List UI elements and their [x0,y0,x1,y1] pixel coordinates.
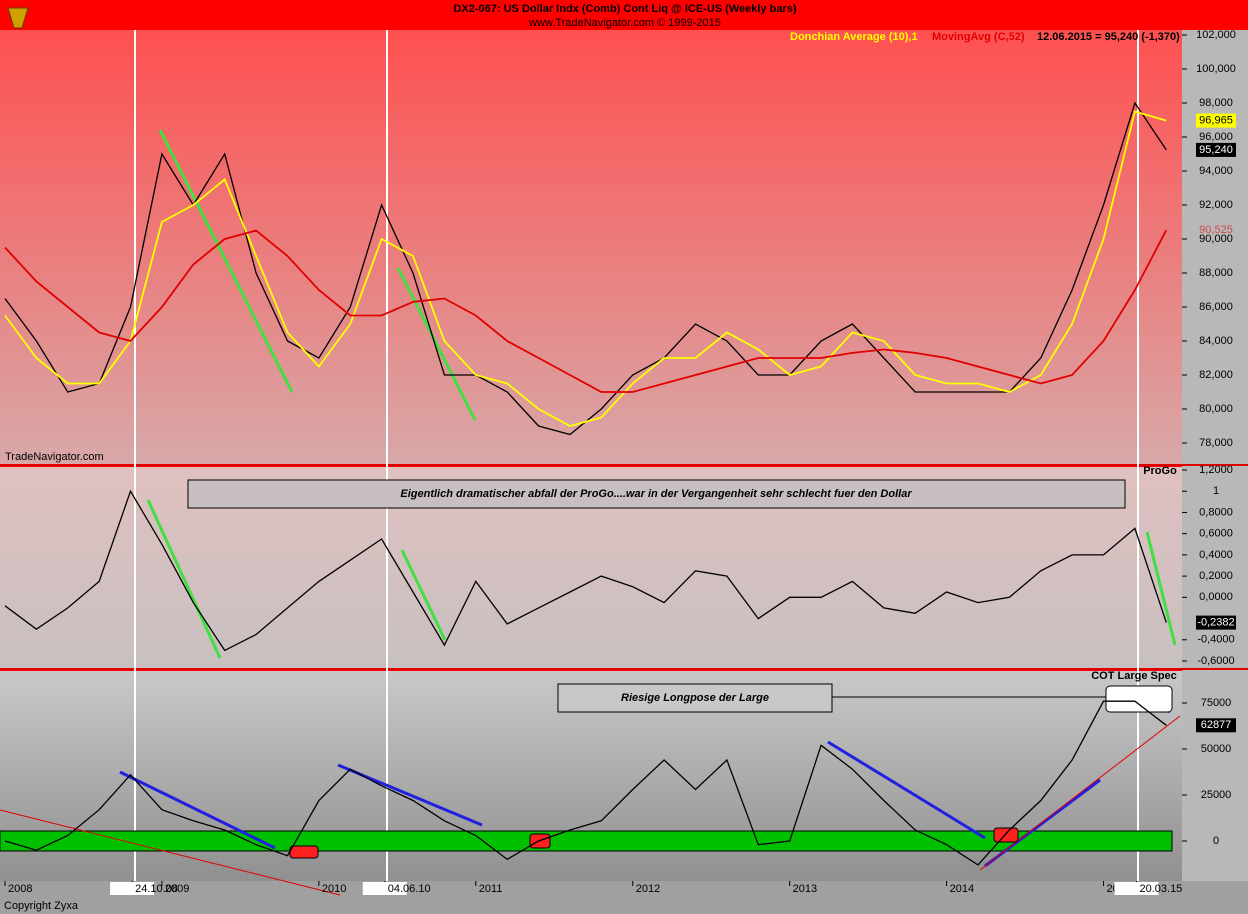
panel-title: COT Large Spec [1091,670,1177,682]
last-value-box [1196,718,1236,733]
y-tick-label: 25000 [1201,789,1232,801]
y-tick-label: 96,000 [1199,131,1233,143]
y-tick-label: 78,000 [1199,437,1233,449]
x-tick-highlight [1114,882,1159,895]
series-line [4,229,1168,393]
y-tick-label: 80,000 [1199,403,1233,415]
y-tick-label: 1,2000 [1199,464,1233,476]
y-tick-label: 88,000 [1199,267,1233,279]
y-tick-label: 90,000 [1199,233,1233,245]
y-tick-label: 86,000 [1199,301,1233,313]
y-tick-label: 98,000 [1199,97,1233,109]
chart-subtitle: www.TradeNavigator.com © 1999-2015 [528,17,721,29]
event-lines [134,30,1139,881]
x-tick-label: 2014 [950,883,974,895]
x-tick-label: 2009 [165,883,189,895]
last-value-box [1196,113,1236,128]
highlight-box [1105,685,1173,713]
y-tick-label: 92,000 [1199,199,1233,211]
legend-entry: MovingAvg (C,52) [932,31,1025,43]
annotation: Riesige Longpose der Large [621,692,769,704]
series-line [4,110,1167,427]
y-tick-label: 0,6000 [1199,528,1233,540]
annotation-box [557,683,833,713]
last-value-label: 62877 [1201,719,1232,731]
last-value-box [1196,615,1236,630]
axis-area [1182,30,1248,881]
y-tick-label: 84,000 [1199,335,1233,347]
y-tick-label: -0,6000 [1197,655,1234,667]
y-tick-label: 0,8000 [1199,506,1233,518]
y-tick-label: 0,4000 [1199,549,1233,561]
last-value-label: 95,240 [1199,144,1233,156]
series-line [4,700,1167,866]
legend-entry: Donchian Average (10),1 [790,31,918,43]
y-tick-label: -0,4000 [1197,634,1234,646]
y-tick-label: 100,000 [1196,63,1236,75]
annotation-box [187,479,1126,509]
y-tick-label: 82,000 [1199,369,1233,381]
y-tick-label: 0,2000 [1199,570,1233,582]
x-tick-label: 2010 [322,883,346,895]
x-tick-highlight [110,882,155,895]
annotation: Eigentlich dramatischer abfall der ProGo… [400,488,912,500]
y-tick-label: 94,000 [1199,165,1233,177]
panel-title: ProGo [1143,465,1177,477]
y-tick-label: 1 [1213,485,1219,497]
last-value-label: -0,2382 [1197,617,1234,629]
x-tick-label: 20.03.15 [1139,883,1182,895]
chart-title: DX2-067: US Dollar Indx (Comb) Cont Liq … [453,3,796,15]
x-tick-label: 2008 [8,883,32,895]
x-tick-label: 2013 [793,883,817,895]
watermark: TradeNavigator.com [5,451,104,463]
price-panel [0,30,1182,465]
y-tick-label: 0 [1213,835,1219,847]
copyright: Copyright Zyxa [4,900,79,912]
x-tick-label: 2012 [636,883,660,895]
x-tick-label: 04.06.10 [388,883,431,895]
x-tick-label: 24.10.08 [135,883,178,895]
y-tick-label: 0,0000 [1199,591,1233,603]
y-tick-label: 50000 [1201,743,1232,755]
y-tick-label: 102,000 [1196,29,1236,41]
last-value-box [1196,142,1236,157]
logo-icon [7,7,29,29]
x-tick-highlight [362,882,407,895]
x-axis-area [0,881,1248,914]
x-tick-label: 2011 [479,883,503,895]
series-line [4,489,1167,652]
last-value-label: 96,965 [1199,115,1233,127]
legend-info: 12.06.2015 = 95,240 (-1,370) [1037,31,1180,43]
last-value-label: 90,525 [1199,224,1233,236]
y-tick-label: 75000 [1201,697,1232,709]
